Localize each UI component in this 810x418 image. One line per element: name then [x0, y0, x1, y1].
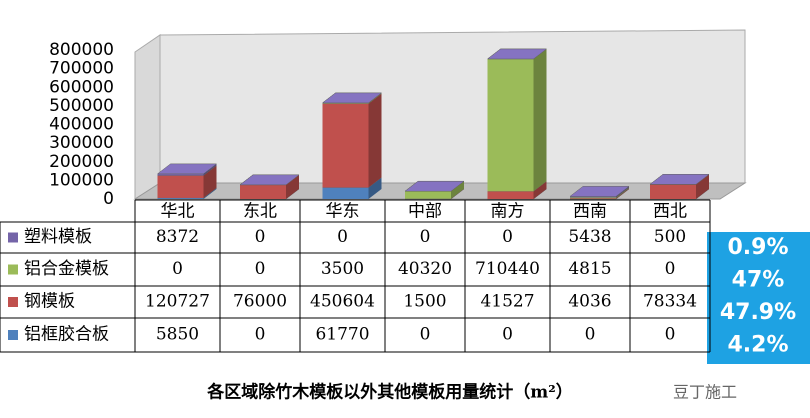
bar	[157, 197, 204, 199]
chart-title: 各区域除竹木模板以外其他模板用量统计（m²）	[206, 382, 572, 403]
table-cell: 8372	[156, 227, 199, 247]
back-wall	[159, 29, 746, 184]
bar-top	[404, 180, 465, 192]
table-cell: 0	[502, 227, 513, 247]
bar	[322, 102, 369, 104]
legend-swatch	[8, 232, 18, 243]
y-tick-label: 200000	[49, 152, 114, 172]
x-tick-label: 南方	[491, 202, 525, 222]
legend-label: 塑料模板	[24, 227, 92, 247]
legend-swatch	[8, 264, 18, 275]
legend-swatch	[8, 330, 18, 340]
bar-top	[156, 163, 218, 175]
bar	[650, 184, 696, 199]
share-label: 47%	[732, 268, 785, 293]
x-tick-label: 西南	[573, 202, 607, 222]
y-tick-label: 800000	[49, 40, 114, 60]
bar-top	[239, 174, 300, 186]
bar	[570, 198, 616, 199]
table-cell: 1500	[403, 292, 446, 312]
bar	[322, 187, 369, 199]
y-tick-label: 0	[103, 189, 114, 209]
y-tick-label: 100000	[49, 170, 114, 190]
bar-side	[533, 48, 547, 192]
table-cell: 0	[420, 325, 431, 345]
legend-swatch	[8, 297, 18, 307]
bar-side	[368, 177, 382, 199]
bar	[570, 197, 616, 199]
share-label: 0.9%	[727, 235, 788, 260]
bar-top	[649, 174, 710, 185]
table-cell: 0	[255, 227, 266, 247]
bar-side	[533, 181, 547, 199]
x-tick-label: 西北	[653, 202, 687, 222]
table-cell: 5850	[156, 325, 199, 345]
bar-top	[569, 186, 630, 197]
table-cell: 0	[255, 259, 266, 279]
bar-top	[321, 92, 383, 104]
bar	[487, 58, 534, 192]
y-tick-label: 600000	[49, 77, 114, 97]
table-cell: 0	[665, 325, 676, 345]
table-cell: 0	[502, 325, 513, 345]
bar	[157, 175, 204, 198]
x-tick-label: 华北	[161, 202, 195, 222]
x-tick-label: 中部	[408, 202, 442, 222]
watermark: 豆丁施工	[673, 383, 737, 402]
bar-side	[451, 181, 464, 199]
table-cell: 4036	[568, 292, 611, 312]
bar-side	[368, 93, 382, 188]
x-tick-label: 华东	[326, 202, 360, 222]
table-cell: 61770	[315, 325, 369, 345]
table-cell: 5438	[568, 227, 611, 247]
table-cell: 0	[585, 325, 596, 345]
table-cell: 4815	[568, 259, 611, 279]
bar	[405, 191, 451, 199]
bar-side	[203, 163, 217, 176]
table-cell: 450604	[310, 292, 375, 312]
bar	[157, 173, 204, 176]
y-tick-label: 400000	[49, 115, 114, 135]
y-tick-label: 300000	[49, 133, 114, 153]
legend-label: 铝合金模板	[24, 259, 109, 279]
table-cell: 120727	[145, 292, 210, 312]
x-tick-label: 东北	[243, 202, 277, 222]
table-cell: 0	[665, 259, 676, 279]
share-label: 4.2%	[727, 333, 788, 358]
share-label: 47.9%	[720, 300, 796, 325]
bar-top	[486, 48, 548, 60]
bar	[322, 103, 369, 188]
table-cell: 0	[172, 259, 183, 279]
side-wall	[134, 34, 161, 200]
table-cell: 76000	[233, 292, 287, 312]
legend-label: 钢模板	[24, 292, 75, 312]
bar	[240, 184, 286, 199]
bar	[570, 196, 616, 198]
table-cell: 41527	[480, 292, 534, 312]
table-cell: 710440	[475, 259, 540, 279]
table-cell: 0	[337, 227, 348, 247]
table-cell: 3500	[321, 259, 364, 279]
table-cell: 0	[255, 325, 266, 345]
legend-label: 铝框胶合板	[24, 325, 109, 345]
table-cell: 0	[420, 227, 431, 247]
y-tick-label: 700000	[49, 59, 114, 79]
bar-side	[286, 174, 299, 199]
bar-side	[203, 165, 217, 198]
bar	[487, 191, 534, 199]
share-box	[707, 232, 810, 364]
table-cell: 78334	[643, 292, 697, 312]
bar-side	[696, 174, 709, 199]
y-tick-label: 500000	[49, 96, 114, 116]
table-cell: 40320	[398, 259, 452, 279]
table-cell: 500	[654, 227, 686, 247]
